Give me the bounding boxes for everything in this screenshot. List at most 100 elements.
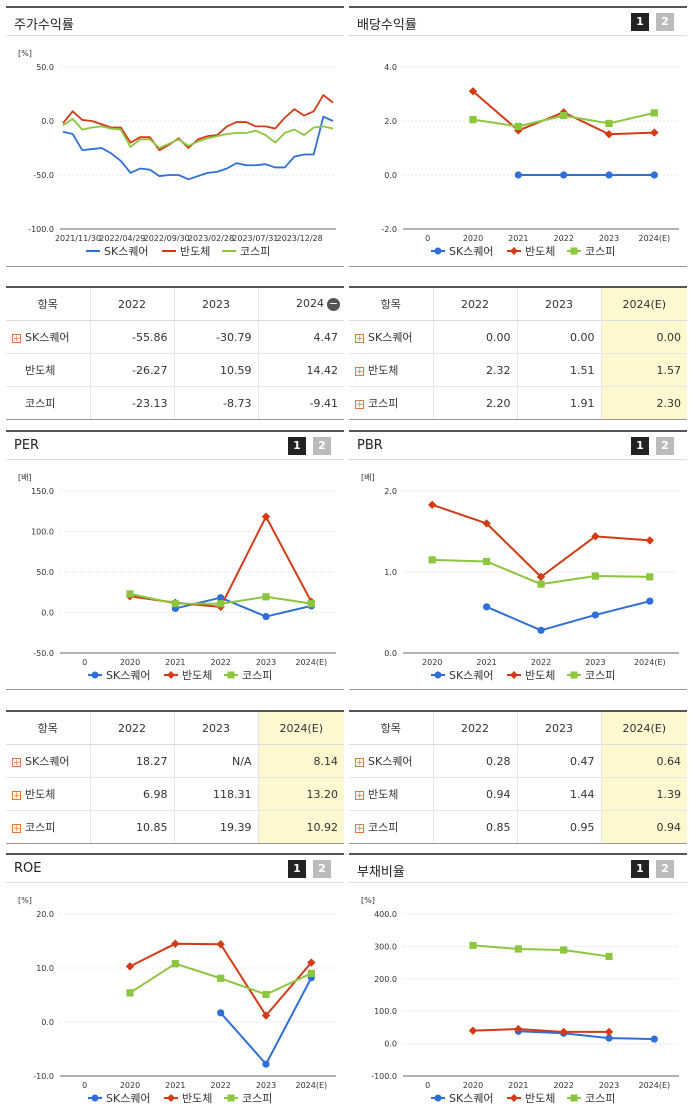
y-tick-label: 0.0 bbox=[384, 649, 397, 658]
data-point bbox=[650, 171, 658, 179]
y-unit-label: [배] bbox=[361, 473, 375, 482]
expand-icon[interactable]: + bbox=[12, 333, 21, 344]
cell: N/A bbox=[173, 744, 258, 778]
page-1-button[interactable]: 1 bbox=[288, 860, 306, 878]
y-tick-label: -100.0 bbox=[371, 1072, 397, 1081]
legend-label: 반도체 bbox=[525, 669, 555, 682]
expand-icon[interactable]: + bbox=[355, 366, 364, 377]
x-tick-label: 2024(E) bbox=[296, 1081, 328, 1090]
per-chart: [배] 150.0 100.0 50.0 0.0 -50.0 0 2020 2021 2022 20… bbox=[18, 473, 336, 682]
series-line-1 bbox=[62, 94, 334, 152]
x-tick-label: 2022/04/29 bbox=[99, 234, 145, 243]
panel-header: 부채비율 1 2 bbox=[349, 853, 687, 883]
x-tick-label: 0 bbox=[425, 234, 430, 243]
data-point bbox=[217, 974, 225, 982]
page-2-button[interactable]: 2 bbox=[313, 437, 331, 455]
x-tick-label: 2023 bbox=[599, 1081, 619, 1090]
y-tick-label: 0.0 bbox=[384, 1040, 397, 1049]
data-point bbox=[126, 590, 134, 598]
expand-icon[interactable]: + bbox=[355, 790, 364, 801]
page-2-button[interactable]: 2 bbox=[656, 437, 674, 455]
dividend-yield-panel: 배당수익률 1 2 4.0 2.0 0.0 -2.0 0 2020 2021 2022 2023… bbox=[349, 6, 687, 268]
cell: 1.39 bbox=[600, 777, 687, 811]
data-point bbox=[537, 580, 545, 588]
page-2-button[interactable]: 2 bbox=[313, 860, 331, 878]
data-point bbox=[307, 969, 315, 977]
data-point bbox=[537, 626, 545, 634]
page-1-button[interactable]: 1 bbox=[288, 437, 306, 455]
legend-marker bbox=[167, 671, 175, 679]
series-line-2 bbox=[472, 944, 610, 958]
table-row: + 코스피 2.20 1.91 2.30 bbox=[349, 386, 687, 420]
x-tick-label: 2021 bbox=[476, 658, 496, 667]
x-tick-label: 2023/02/28 bbox=[188, 234, 234, 243]
expand-icon[interactable]: + bbox=[355, 333, 364, 344]
cell: 1.51 bbox=[516, 353, 601, 387]
legend-marker bbox=[570, 247, 578, 255]
legend-label: 코스피 bbox=[585, 1092, 615, 1105]
expand-icon[interactable]: + bbox=[12, 757, 21, 768]
data-point bbox=[604, 130, 614, 139]
expand-icon[interactable]: + bbox=[12, 823, 21, 834]
y-tick-label: 0.0 bbox=[41, 1018, 54, 1027]
col-header: 항목 bbox=[6, 710, 90, 745]
data-point bbox=[125, 962, 135, 971]
data-point bbox=[514, 171, 522, 179]
legend-marker bbox=[227, 1094, 235, 1102]
cell: 1.44 bbox=[516, 777, 601, 811]
panel-title: ROE bbox=[14, 861, 42, 876]
legend-label: 반도체 bbox=[525, 245, 555, 258]
expand-icon[interactable]: + bbox=[355, 823, 364, 834]
page-1-button[interactable]: 1 bbox=[631, 860, 649, 878]
cell: 118.31 bbox=[173, 777, 258, 811]
expand-icon[interactable]: + bbox=[355, 399, 364, 410]
table-row: + SK스퀘어 0.28 0.47 0.64 bbox=[349, 744, 687, 778]
page-2-button[interactable]: 2 bbox=[656, 860, 674, 878]
data-point bbox=[307, 600, 315, 608]
collapse-icon[interactable]: − bbox=[327, 296, 340, 311]
table-header-row: 항목 2022 2023 2024− bbox=[6, 286, 344, 321]
x-tick-label: 2020 bbox=[463, 1081, 483, 1090]
y-tick-label: -100.0 bbox=[28, 225, 54, 234]
x-tick-label: 2021 bbox=[165, 658, 185, 667]
cell: -8.73 bbox=[173, 386, 258, 420]
col-header: 2023 bbox=[516, 710, 601, 745]
x-tick-label: 2024(E) bbox=[296, 658, 328, 667]
expand-icon[interactable]: + bbox=[355, 757, 364, 768]
data-point bbox=[605, 952, 613, 961]
panel-divider bbox=[349, 266, 687, 267]
data-point bbox=[483, 603, 491, 611]
data-point bbox=[605, 1034, 613, 1042]
cell: -26.27 bbox=[89, 353, 174, 387]
col-header: 2023 bbox=[173, 710, 258, 745]
panel-title: 주가수익률 bbox=[14, 18, 74, 33]
x-tick-label: 2021 bbox=[508, 234, 528, 243]
series-line-0 bbox=[62, 115, 334, 181]
data-point bbox=[428, 500, 437, 509]
cell: 0.00 bbox=[600, 320, 687, 354]
col-header: 2024(E) bbox=[600, 710, 687, 745]
cell: 19.39 bbox=[173, 810, 258, 844]
cell: 10.85 bbox=[89, 810, 174, 844]
page-2-button[interactable]: 2 bbox=[656, 13, 674, 31]
x-tick-label: 2023 bbox=[256, 1081, 276, 1090]
legend-marker bbox=[91, 671, 99, 679]
y-tick-label: 20.0 bbox=[36, 910, 54, 919]
data-point bbox=[171, 599, 179, 608]
data-point bbox=[646, 573, 654, 581]
panel-header: PER 1 2 bbox=[6, 430, 344, 460]
legend-label: 코스피 bbox=[585, 245, 615, 258]
cell: 0.47 bbox=[516, 744, 601, 778]
legend-marker bbox=[570, 1094, 578, 1102]
data-point bbox=[514, 945, 522, 953]
page-1-button[interactable]: 1 bbox=[631, 437, 649, 455]
panel-title: 배당수익률 bbox=[357, 18, 417, 33]
page-1-button[interactable]: 1 bbox=[631, 13, 649, 31]
row-label: 반도체 bbox=[368, 788, 399, 801]
panel-title: 부채비율 bbox=[357, 865, 405, 880]
legend-label: 코스피 bbox=[585, 669, 615, 682]
y-tick-label: 2.0 bbox=[384, 487, 397, 496]
data-point bbox=[605, 119, 613, 128]
row-label: 반도체 bbox=[25, 364, 56, 377]
expand-icon[interactable]: + bbox=[12, 790, 21, 801]
